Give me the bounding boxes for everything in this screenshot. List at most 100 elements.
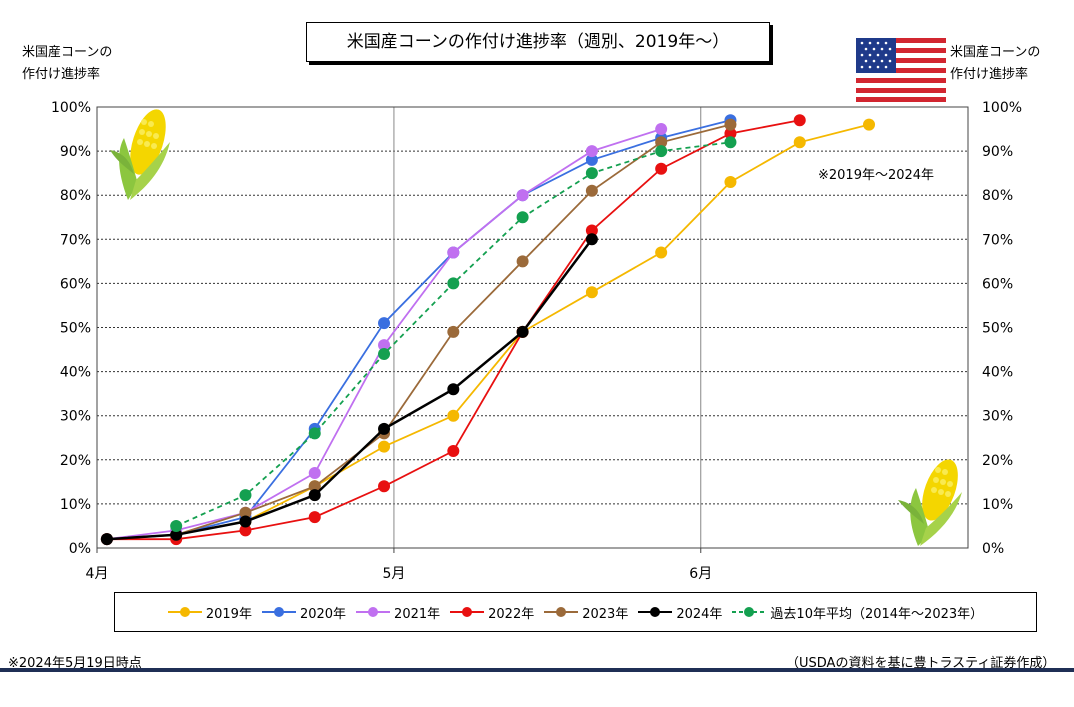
data-point xyxy=(100,533,113,546)
y-tick-label-right: 90% xyxy=(982,144,1013,160)
y-tick-label-left: 50% xyxy=(60,321,91,337)
data-point xyxy=(724,175,737,188)
y-axis-label-left: 米国産コーンの 作付け進捗率 xyxy=(22,42,112,86)
data-point xyxy=(239,506,252,519)
y-tick-label-left: 80% xyxy=(60,188,91,204)
y-tick-label-left: 90% xyxy=(60,144,91,160)
data-point xyxy=(378,347,391,360)
legend-swatch xyxy=(638,607,673,617)
y-tick-label-right: 100% xyxy=(982,100,1022,116)
y-axis-label-right: 米国産コーンの 作付け進捗率 xyxy=(950,42,1040,86)
series-line xyxy=(106,128,662,541)
y-tick-label-left: 30% xyxy=(60,409,91,425)
corn-icon-right xyxy=(898,459,962,546)
legend: 2019年 2020年 2021年 2022年 2023年 2024年 過去10年平均（20… xyxy=(114,592,1037,632)
legend-swatch xyxy=(544,607,579,617)
data-point xyxy=(724,127,737,140)
data-point xyxy=(170,519,183,532)
data-point xyxy=(308,489,321,502)
data-point xyxy=(378,317,391,330)
y-axis-label-left-line1: 米国産コーンの xyxy=(22,45,113,60)
data-point xyxy=(655,246,668,259)
y-tick-label-right: 40% xyxy=(982,365,1013,381)
data-point xyxy=(516,211,529,224)
data-point xyxy=(308,467,321,480)
data-point xyxy=(447,383,460,396)
legend-swatch xyxy=(732,607,767,617)
x-tick-label: 6月 xyxy=(689,566,712,582)
y-axis-label-right-line1: 米国産コーンの xyxy=(950,45,1041,60)
source-note: （USDAの資料を基に豊トラスティ証券作成） xyxy=(786,656,1056,671)
data-point xyxy=(585,184,598,197)
corn-icon-left xyxy=(110,109,170,200)
data-point xyxy=(863,118,876,131)
data-point xyxy=(585,233,598,246)
data-point xyxy=(585,145,598,158)
legend-swatch xyxy=(450,607,485,617)
data-point xyxy=(724,136,737,149)
series-line xyxy=(106,123,731,541)
y-tick-label-left: 100% xyxy=(51,100,91,116)
data-point xyxy=(447,444,460,457)
y-tick-label-left: 0% xyxy=(69,541,91,557)
y-tick-label-left: 20% xyxy=(60,453,91,469)
data-point xyxy=(793,136,806,149)
y-tick-label-right: 0% xyxy=(982,541,1004,557)
legend-label: 2021年 xyxy=(394,606,441,622)
y-axis-label-left-line2: 作付け進捗率 xyxy=(22,67,101,82)
plot-area xyxy=(96,106,969,549)
data-point xyxy=(239,489,252,502)
legend-label: 2019年 xyxy=(205,606,252,622)
data-point xyxy=(447,409,460,422)
y-tick-label-right: 70% xyxy=(982,232,1013,248)
legend-label: 2020年 xyxy=(299,606,347,622)
data-point xyxy=(516,189,529,202)
data-point xyxy=(793,114,806,127)
legend-item: 2022年 xyxy=(450,603,534,622)
legend-swatch xyxy=(356,607,391,617)
chart-title: 米国産コーンの作付け進捗率（週別、2019年～） xyxy=(306,22,770,62)
data-point xyxy=(724,118,737,131)
data-point xyxy=(585,167,598,180)
data-point xyxy=(170,528,183,541)
legend-item: 2024年 xyxy=(638,603,722,622)
legend-label: 2024年 xyxy=(676,606,723,622)
x-tick-label: 4月 xyxy=(86,566,109,582)
data-point xyxy=(308,480,321,493)
y-tick-label-left: 60% xyxy=(60,276,91,292)
y-tick-label-right: 20% xyxy=(982,453,1013,469)
legend-label: 過去10年平均（2014年～2023年） xyxy=(770,606,984,622)
series-line xyxy=(106,119,731,541)
legend-item: 過去10年平均（2014年～2023年） xyxy=(732,603,983,622)
data-point xyxy=(516,325,529,338)
footer-divider xyxy=(0,668,1074,672)
data-point xyxy=(447,277,460,290)
data-point xyxy=(655,136,668,149)
data-point xyxy=(655,162,668,175)
series-line xyxy=(106,238,593,541)
legend-label: 2023年 xyxy=(582,606,629,622)
data-point xyxy=(447,325,460,338)
legend-item: 2021年 xyxy=(356,603,440,622)
y-tick-label-right: 30% xyxy=(982,409,1013,425)
data-point xyxy=(585,286,598,299)
y-tick-label-left: 10% xyxy=(60,497,91,513)
legend-swatch xyxy=(261,607,296,617)
data-point xyxy=(239,524,252,537)
data-point xyxy=(585,224,598,237)
y-tick-label-right: 10% xyxy=(982,497,1013,513)
data-point xyxy=(655,123,668,136)
legend-label: 2022年 xyxy=(488,606,535,622)
y-axis-label-right-line2: 作付け進捗率 xyxy=(950,67,1029,82)
us-flag-icon xyxy=(856,38,946,102)
data-point xyxy=(655,145,668,158)
legend-item: 2023年 xyxy=(544,603,628,622)
y-tick-label-left: 40% xyxy=(60,365,91,381)
x-tick-label: 5月 xyxy=(382,566,405,582)
as-of-date-note: ※2024年5月19日時点 xyxy=(8,656,142,671)
data-point xyxy=(378,422,391,435)
y-tick-label-right: 50% xyxy=(982,321,1013,337)
y-tick-label-right: 60% xyxy=(982,276,1013,292)
y-tick-label-left: 70% xyxy=(60,232,91,248)
